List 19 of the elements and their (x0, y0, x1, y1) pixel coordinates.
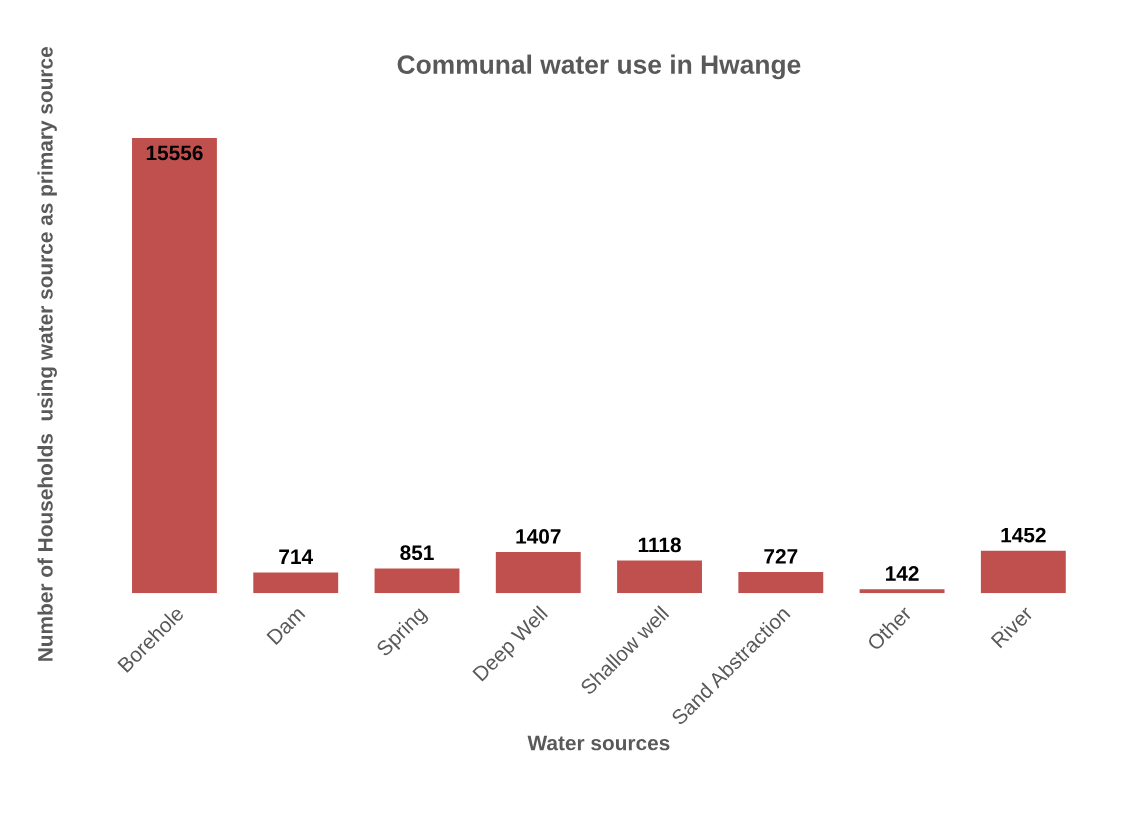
data-label: 851 (400, 545, 434, 561)
data-label: 1452 (1001, 527, 1046, 543)
data-label: 714 (279, 549, 313, 564)
bar (617, 560, 702, 594)
bar (980, 550, 1066, 594)
bar (132, 138, 217, 594)
data-label: 142 (886, 566, 919, 581)
data-label: 727 (764, 548, 798, 564)
chart-title: Communal water use in Hwange (397, 54, 801, 80)
data-label: 1407 (516, 529, 561, 544)
bar (374, 568, 460, 594)
bar (859, 589, 945, 594)
data-label: 15556 (146, 145, 203, 161)
x-axis-title: Water sources (527, 735, 670, 751)
y-axis-title: Number of Households using water source as primary source (37, 47, 57, 661)
bar (738, 572, 824, 594)
data-label: 1118 (638, 537, 681, 553)
bar (495, 552, 581, 594)
bar (253, 572, 339, 594)
